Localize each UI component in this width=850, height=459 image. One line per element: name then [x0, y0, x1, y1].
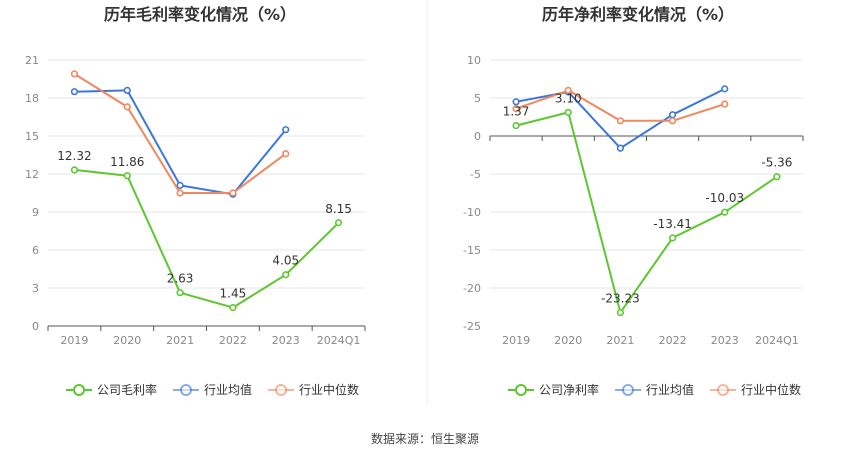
data-point-company-net — [564, 108, 572, 117]
data-point-company-net — [512, 121, 520, 130]
y-tick-label-gross: 18 — [25, 92, 39, 105]
data-label-net: -10.03 — [705, 191, 744, 205]
y-tick-label-net: -5 — [470, 168, 481, 181]
legend-marker-company-gross — [73, 384, 85, 396]
y-tick-label-gross: 6 — [32, 244, 39, 257]
data-label-gross: 4.05 — [272, 254, 299, 268]
data-point-industry_median-net — [668, 117, 677, 125]
x-tick-label-net: 2021 — [606, 334, 634, 347]
data-point-industry_median-net — [616, 117, 625, 125]
x-tick-label-net: 2024Q1 — [755, 334, 799, 347]
y-tick-label-gross: 3 — [32, 282, 39, 295]
data-label-gross: 1.45 — [220, 287, 247, 301]
y-tick-label-net: 5 — [474, 92, 481, 105]
data-point-industry_avg-net — [721, 85, 729, 93]
y-tick-label-net: -20 — [463, 282, 481, 295]
data-point-industry_median-net — [564, 86, 572, 94]
series-line-company-net — [515, 111, 778, 314]
data-point-industry_avg-gross — [70, 88, 79, 96]
data-point-industry_median-gross — [176, 189, 184, 197]
data-label-net: 3.10 — [555, 91, 582, 105]
legend-label-industry_median-net: 行业中位数 — [741, 382, 801, 397]
data-label-gross: 11.86 — [110, 155, 144, 169]
data-point-company-gross — [229, 304, 237, 312]
data-point-industry_median-net — [721, 100, 729, 108]
data-point-industry_avg-gross — [123, 86, 131, 94]
data-label-gross: 8.15 — [325, 202, 352, 216]
data-point-industry_avg-gross — [282, 126, 290, 134]
data-label-net: -23.23 — [601, 292, 640, 306]
y-tick-label-net: 10 — [467, 54, 481, 67]
y-tick-label-gross: 15 — [25, 130, 39, 143]
series-line-industry_avg-gross — [74, 89, 287, 196]
data-point-industry_median-net — [512, 105, 520, 113]
data-label-net: -5.36 — [761, 156, 792, 170]
data-point-company-net — [721, 208, 729, 216]
data-point-industry_median-gross — [123, 103, 131, 111]
data-point-company-gross — [123, 172, 131, 180]
data-point-industry_median-gross — [229, 189, 237, 197]
legend-marker-industry_avg-gross — [180, 384, 193, 396]
x-tick-label-net: 2020 — [554, 334, 582, 347]
y-tick-label-gross: 0 — [32, 320, 39, 333]
x-tick-label-gross: 2020 — [113, 334, 141, 347]
legend-label-company-net: 公司净利率 — [539, 382, 599, 397]
data-point-company-net — [773, 173, 781, 181]
data-point-industry_avg-net — [616, 144, 625, 152]
chart-title-gross: 历年毛利率变化情况（%） — [104, 5, 296, 24]
x-tick-label-gross: 2019 — [60, 334, 88, 347]
legend-label-industry_median-gross: 行业中位数 — [299, 382, 359, 397]
x-tick-label-gross: 2021 — [166, 334, 194, 347]
data-point-industry_avg-gross — [176, 181, 184, 189]
data-source-label: 数据来源： — [370, 432, 431, 446]
data-point-company-gross — [176, 289, 184, 297]
x-tick-label-gross: 2022 — [219, 334, 247, 347]
data-point-company-gross — [334, 219, 343, 227]
y-tick-label-net: -25 — [463, 320, 481, 333]
legend-label-company-gross: 公司毛利率 — [97, 382, 157, 397]
x-tick-label-gross: 2024Q1 — [317, 334, 361, 347]
legend-label-industry_avg-gross: 行业均值 — [204, 382, 252, 397]
data-label-gross: 2.63 — [167, 272, 194, 286]
data-point-company-gross — [282, 271, 290, 279]
x-tick-label-net: 2022 — [659, 334, 687, 347]
legend-marker-company-net — [515, 384, 527, 396]
data-label-gross: 12.32 — [57, 149, 91, 163]
y-tick-label-net: -10 — [463, 206, 481, 219]
data-point-industry_median-gross — [282, 150, 290, 158]
y-tick-label-net: -15 — [463, 244, 481, 257]
data-point-company-gross — [70, 166, 79, 174]
legend-marker-industry_avg-net — [622, 384, 635, 396]
y-tick-label-gross: 12 — [25, 168, 39, 181]
series-line-company-gross — [74, 168, 340, 309]
data-point-company-net — [616, 308, 625, 317]
data-source-footer: 数据来源：恒生聚源 — [0, 430, 850, 447]
data-point-industry_median-gross — [70, 70, 79, 78]
y-tick-label-gross: 9 — [32, 206, 39, 219]
x-tick-label-net: 2023 — [711, 334, 739, 347]
legend-marker-industry_median-net — [717, 384, 730, 396]
data-point-industry_avg-net — [512, 98, 520, 106]
data-source-name: 恒生聚源 — [431, 432, 480, 446]
x-tick-label-gross: 2023 — [272, 334, 300, 347]
data-label-net: -13.41 — [653, 217, 692, 231]
data-point-industry_avg-net — [668, 111, 677, 119]
legend-label-industry_avg-net: 行业均值 — [646, 382, 694, 397]
chart-title-net: 历年净利率变化情况（%） — [542, 5, 734, 24]
data-point-company-net — [668, 234, 677, 242]
y-tick-label-net: 0 — [474, 130, 481, 143]
data-label-net: 1.37 — [503, 105, 530, 119]
y-tick-label-gross: 21 — [25, 54, 39, 67]
x-tick-label-net: 2019 — [502, 334, 530, 347]
legend-marker-industry_median-gross — [275, 384, 288, 396]
